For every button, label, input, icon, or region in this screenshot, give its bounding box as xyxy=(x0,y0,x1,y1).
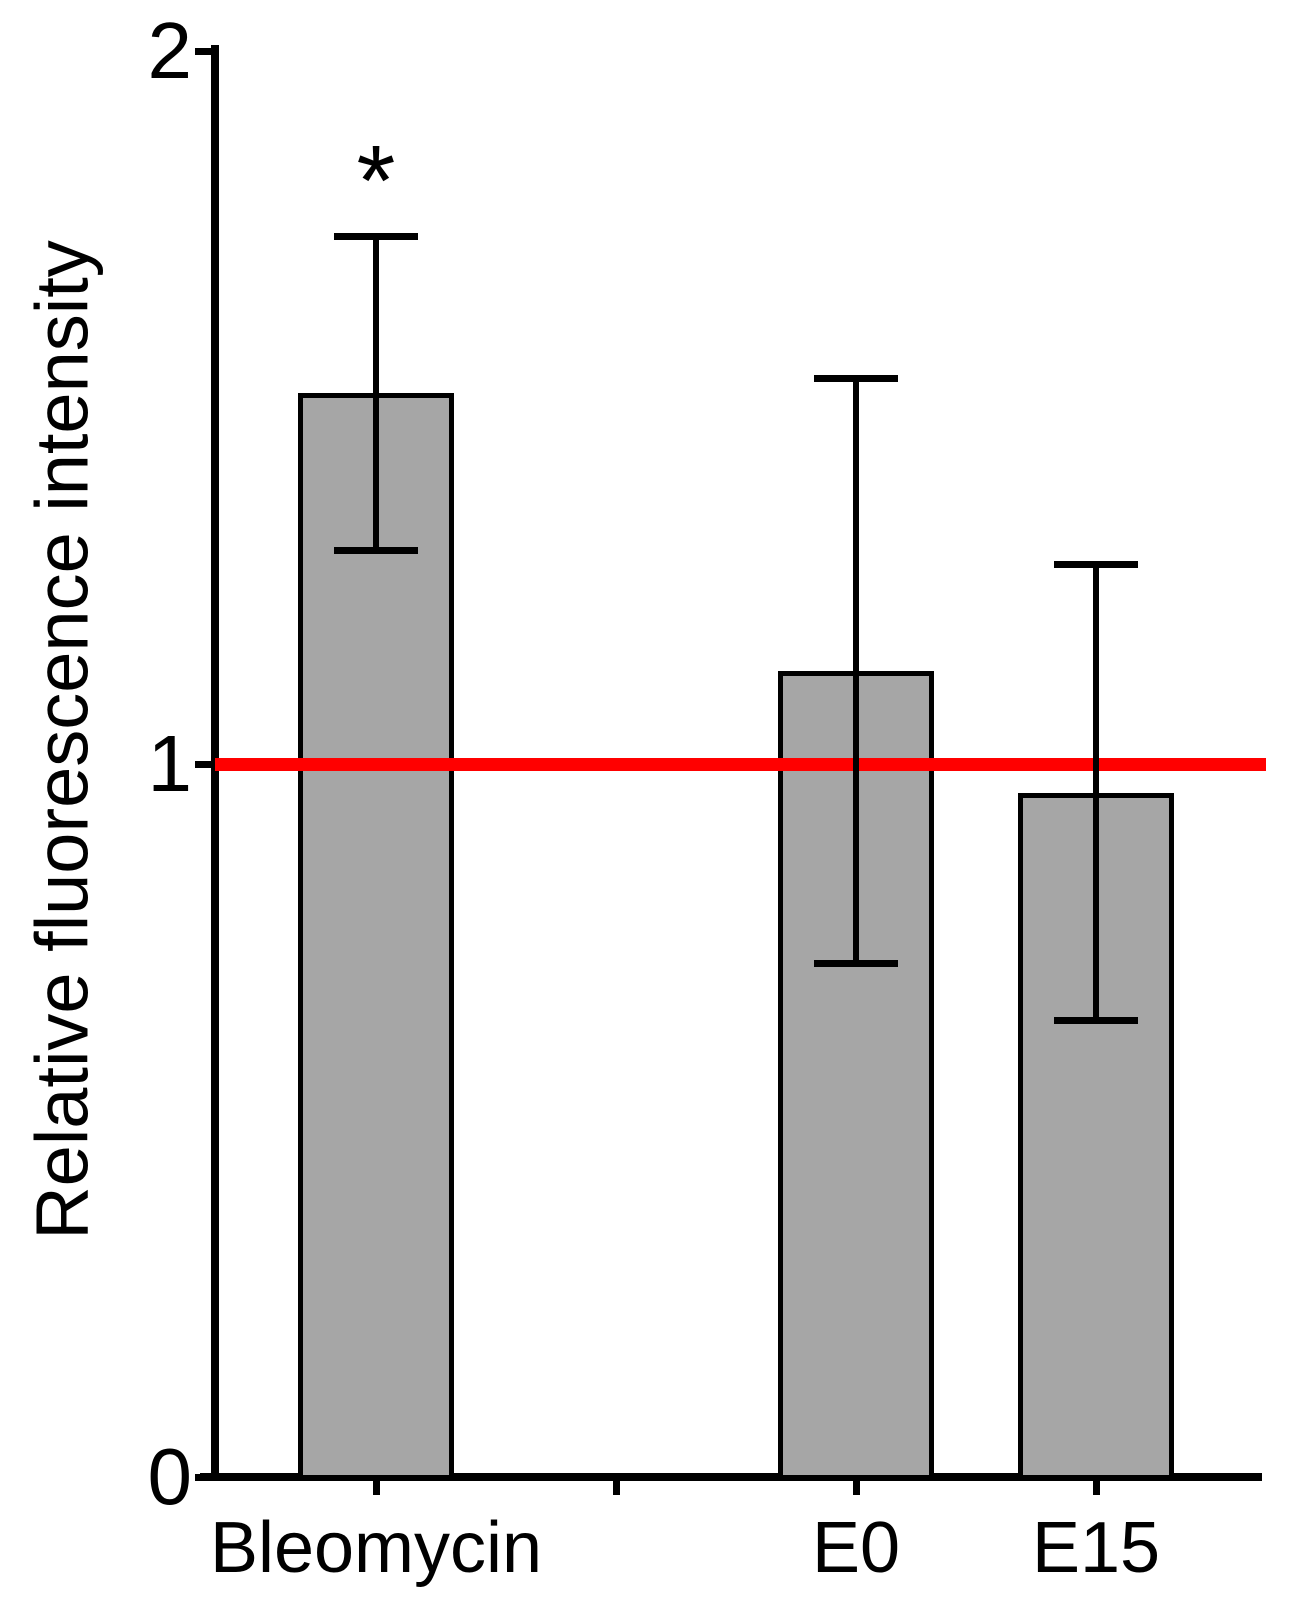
y-axis-tick xyxy=(195,760,211,768)
category-label-E15: E15 xyxy=(1031,1508,1161,1588)
x-axis-line xyxy=(200,1473,1262,1481)
y-axis-tick xyxy=(195,47,211,55)
x-axis-tick xyxy=(612,1477,620,1495)
error-bar-line xyxy=(373,236,379,551)
y-axis-tick xyxy=(195,1473,211,1481)
error-bar-cap-bottom xyxy=(814,960,898,968)
error-bar-cap-bottom xyxy=(334,546,418,554)
x-axis-tick xyxy=(1092,1477,1100,1495)
error-bar-cap-top xyxy=(1054,560,1138,568)
x-axis-tick xyxy=(372,1477,380,1495)
error-bar-cap-top xyxy=(814,375,898,383)
category-label-E0: E0 xyxy=(811,1508,901,1588)
category-label-Bleomycin: Bleomycin xyxy=(209,1508,543,1588)
error-bar-line xyxy=(1093,564,1099,1021)
error-bar-cap-bottom xyxy=(1054,1017,1138,1025)
y-axis-tick-label: 1 xyxy=(147,719,193,808)
x-axis-tick xyxy=(852,1477,860,1495)
y-axis-tick-label: 0 xyxy=(147,1432,193,1521)
bar-Bleomycin xyxy=(298,393,454,1480)
y-axis-tick-label: 2 xyxy=(147,6,193,95)
reference-line xyxy=(215,757,1266,771)
significance-marker: * xyxy=(356,125,396,238)
error-bar-line xyxy=(853,378,859,964)
error-bar-cap-top xyxy=(334,232,418,240)
